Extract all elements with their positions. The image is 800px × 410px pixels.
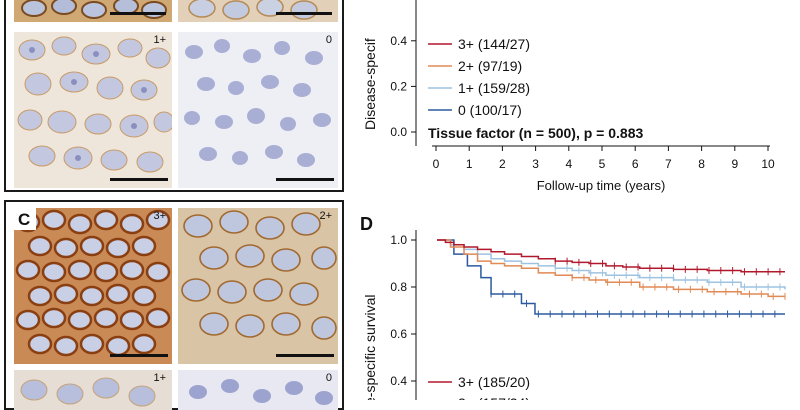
y-tick-label: 0.0 <box>390 125 407 139</box>
x-tick-label: 7 <box>665 157 672 171</box>
micrograph-score-1: 1+ <box>14 370 172 410</box>
ihc-score-label: 1+ <box>153 34 166 46</box>
y-tick-label: 0.2 <box>390 79 407 93</box>
scale-bar <box>276 178 334 181</box>
weak-membrane-stain-pattern <box>14 32 172 188</box>
micrograph-score-2: 2+ <box>178 208 338 364</box>
y-tick-label: 1.0 <box>390 233 407 247</box>
panel-letter-c: C <box>18 210 31 229</box>
x-tick-label: 4 <box>565 157 572 171</box>
micrograph-score-3: C 3+ <box>14 208 172 364</box>
y-tick-label: 0.8 <box>390 280 407 294</box>
scale-bar <box>110 12 166 15</box>
x-tick-label: 10 <box>761 157 775 171</box>
scale-bar <box>110 178 168 181</box>
micrograph-score-0: 0 <box>178 32 338 188</box>
weak-membrane-stain-pattern <box>14 370 172 410</box>
km-chart-tissue-factor: Disease-specif 0.4 0.2 0.0 0 1 2 3 4 5 6 7 8 9 10 3+… <box>362 0 775 193</box>
figure-panel-a: 1+ 0 <box>4 0 344 192</box>
survival-curve <box>437 239 785 273</box>
panel-letter-d: D <box>360 214 373 234</box>
legend-entry: 2+ (97/19) <box>458 58 522 74</box>
legend-entry: 3+ (185/20) <box>458 374 530 390</box>
legend-entry: 3+ (144/27) <box>458 36 530 52</box>
y-tick-label: 0.4 <box>390 34 407 48</box>
ihc-score-label: 3+ <box>153 210 166 222</box>
x-tick-label: 5 <box>599 157 606 171</box>
survival-curve <box>437 239 785 298</box>
legend-entry: 1+ (159/28) <box>458 80 530 96</box>
x-axis-label: Follow-up time (years) <box>537 178 666 193</box>
km-chart-panel-d: D e-specific survival 1.0 0.8 0.6 0.4 3+ (1… <box>360 214 786 400</box>
scale-bar <box>276 12 332 15</box>
panel-letter-background <box>14 208 36 230</box>
legend-entry: 0 (100/17) <box>458 102 522 118</box>
scale-bar <box>110 354 168 357</box>
micrograph-score-0: 0 <box>178 370 338 410</box>
micrograph-score-1: 1+ <box>14 32 172 188</box>
x-tick-label: 2 <box>499 157 506 171</box>
membrane-stain-pattern <box>14 0 172 22</box>
y-tick-label: 0.4 <box>390 374 407 388</box>
ihc-score-label: 2+ <box>319 210 332 222</box>
y-axis-label: e-specific survival <box>362 295 378 400</box>
x-tick-label: 1 <box>466 157 473 171</box>
x-tick-label: 6 <box>632 157 639 171</box>
chart-title: Tissue factor (n = 500), p = 0.883 <box>428 125 643 141</box>
negative-stain-pattern <box>178 32 338 188</box>
x-tick-label: 8 <box>698 157 705 171</box>
scale-bar <box>276 354 334 357</box>
legend-entry: 2+ (157/24) <box>458 395 530 400</box>
y-axis-label: Disease-specif <box>362 38 378 130</box>
strong-membrane-stain-pattern <box>14 208 172 364</box>
negative-stain-pattern <box>178 370 338 410</box>
membrane-stain-pattern <box>178 0 338 22</box>
ihc-score-label: 1+ <box>153 372 166 384</box>
micrograph-score-2-partial <box>178 0 338 22</box>
micrograph-score-3-partial <box>14 0 172 22</box>
x-tick-label: 3 <box>532 157 539 171</box>
figure-panel-c: C 3+ 2+ 1+ <box>4 200 344 410</box>
y-tick-label: 0.6 <box>390 327 407 341</box>
ihc-score-label: 0 <box>325 372 332 384</box>
ihc-score-label: 0 <box>325 34 332 46</box>
moderate-membrane-stain-pattern <box>178 208 338 364</box>
x-tick-label: 9 <box>731 157 738 171</box>
x-tick-label: 0 <box>433 157 440 171</box>
survival-curve <box>437 239 785 315</box>
